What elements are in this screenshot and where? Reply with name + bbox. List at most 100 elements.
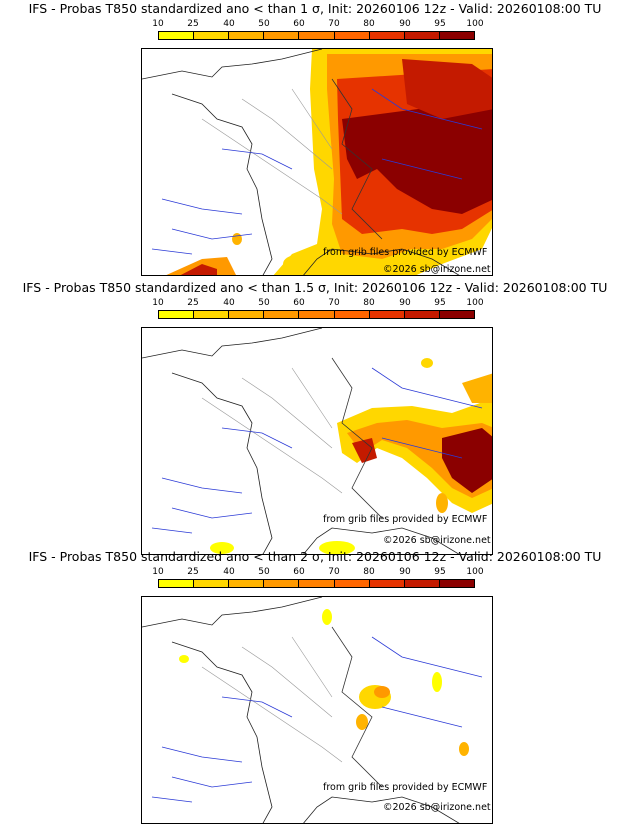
legend-swatch xyxy=(369,32,405,39)
prob-area-95 xyxy=(442,428,492,493)
coastline-channel xyxy=(142,597,323,628)
prob-area-90 xyxy=(352,438,377,463)
legend-swatch xyxy=(264,580,300,587)
legend-tick: 25 xyxy=(187,298,199,308)
map-graphic xyxy=(142,49,492,275)
prob-area-90 xyxy=(402,59,492,119)
coastline-atlantic xyxy=(171,93,273,275)
coastline-mediterranean xyxy=(303,527,460,554)
legend-colorbar xyxy=(158,31,475,40)
admin-boundaries xyxy=(201,636,343,763)
legend-swatch xyxy=(369,580,405,587)
legend-swatch xyxy=(159,32,195,39)
legend-swatch xyxy=(229,580,265,587)
legend-swatch xyxy=(439,311,474,318)
legend-tick: 90 xyxy=(399,19,411,29)
legend-swatch xyxy=(439,580,474,587)
legend-tick: 90 xyxy=(399,567,411,577)
prob-spot xyxy=(322,609,332,625)
legend-swatch xyxy=(159,580,195,587)
prob-spot-corsica xyxy=(436,493,448,513)
legend-tick: 80 xyxy=(363,298,375,308)
color-legend: 10 25 40 50 60 70 80 90 95 100 xyxy=(152,298,491,322)
legend-tick: 95 xyxy=(434,298,446,308)
prob-spot xyxy=(356,714,368,730)
panel-title: IFS - Probas T850 standardized ano < tha… xyxy=(28,1,602,16)
legend-swatch xyxy=(264,32,300,39)
prob-spot xyxy=(421,358,433,368)
coastline-channel xyxy=(142,328,323,359)
prob-area-northeast xyxy=(462,373,492,403)
panel-1sigma: IFS - Probas T850 standardized ano < tha… xyxy=(0,0,630,276)
admin-boundaries xyxy=(201,88,343,215)
legend-swatch xyxy=(229,311,265,318)
credit-copyright: ©2026 sb@irizone.net xyxy=(383,802,491,813)
legend-swatch xyxy=(194,311,230,318)
legend-swatch xyxy=(439,32,474,39)
legend-swatch xyxy=(194,32,230,39)
legend-swatch xyxy=(334,580,370,587)
legend-tick: 100 xyxy=(466,298,484,308)
rivers xyxy=(151,88,483,255)
credit-copyright: ©2026 sb@irizone.net xyxy=(383,535,491,546)
prob-area-southwest-core xyxy=(180,264,217,275)
legend-swatch xyxy=(334,32,370,39)
legend-tick: 90 xyxy=(399,298,411,308)
legend-swatch xyxy=(334,311,370,318)
prob-spot xyxy=(374,686,390,698)
coastline-atlantic xyxy=(171,641,273,823)
legend-tick: 40 xyxy=(223,298,235,308)
country-border xyxy=(331,357,383,519)
coastline-atlantic xyxy=(171,372,273,554)
prob-spot xyxy=(459,742,469,756)
prob-spot xyxy=(432,672,442,692)
legend-tick: 95 xyxy=(434,567,446,577)
rivers xyxy=(151,636,483,803)
map-graphic xyxy=(142,328,492,554)
legend-tick: 25 xyxy=(187,567,199,577)
legend-ticks: 10 25 40 50 60 70 80 90 95 100 xyxy=(152,19,491,30)
legend-ticks: 10 25 40 50 60 70 80 90 95 100 xyxy=(152,298,491,309)
legend-swatch xyxy=(299,32,335,39)
legend-tick: 10 xyxy=(152,567,164,577)
legend-tick: 95 xyxy=(434,19,446,29)
legend-tick: 60 xyxy=(293,298,305,308)
legend-swatch xyxy=(404,32,440,39)
legend-colorbar xyxy=(158,579,475,588)
panel-2sigma: IFS - Probas T850 standardized ano < tha… xyxy=(0,548,630,824)
legend-tick: 40 xyxy=(223,19,235,29)
coastline-mediterranean xyxy=(303,248,460,275)
legend-tick: 60 xyxy=(293,19,305,29)
probability-map xyxy=(141,48,493,276)
prob-spot xyxy=(319,541,355,554)
panel-title: IFS - Probas T850 standardized ano < tha… xyxy=(28,549,602,564)
rivers xyxy=(151,367,483,534)
legend-tick: 80 xyxy=(363,567,375,577)
legend-tick: 40 xyxy=(223,567,235,577)
admin-boundaries xyxy=(201,367,343,494)
legend-swatch xyxy=(264,311,300,318)
legend-tick: 70 xyxy=(328,298,340,308)
probability-map xyxy=(141,327,493,555)
legend-swatch xyxy=(194,580,230,587)
legend-tick: 50 xyxy=(258,298,270,308)
probability-map xyxy=(141,596,493,824)
legend-swatch xyxy=(369,311,405,318)
legend-tick: 25 xyxy=(187,19,199,29)
legend-swatch xyxy=(299,311,335,318)
prob-spot xyxy=(210,542,234,554)
panel-1p5sigma: IFS - Probas T850 standardized ano < tha… xyxy=(0,279,630,555)
coastline-mediterranean xyxy=(303,796,460,823)
credit-source: from grib files provided by ECMWF xyxy=(323,514,488,525)
legend-tick: 100 xyxy=(466,19,484,29)
legend-tick: 80 xyxy=(363,19,375,29)
prob-spot xyxy=(232,233,242,245)
prob-spot xyxy=(179,655,189,663)
country-border xyxy=(331,78,383,240)
map-graphic xyxy=(142,597,483,823)
color-legend: 10 25 40 50 60 70 80 90 95 100 xyxy=(152,567,491,591)
prob-spot xyxy=(283,255,311,273)
legend-colorbar xyxy=(158,310,475,319)
legend-swatch xyxy=(404,580,440,587)
legend-tick: 70 xyxy=(328,567,340,577)
